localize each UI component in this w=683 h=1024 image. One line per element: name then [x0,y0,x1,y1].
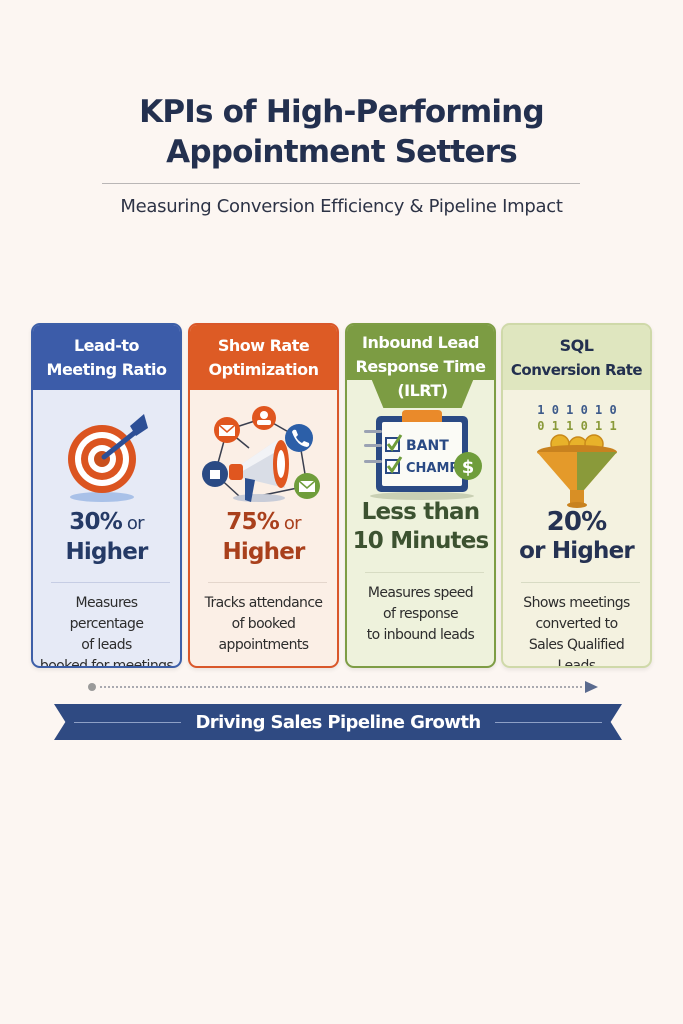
card-header: Inbound Lead Response Time [347,325,494,380]
card-title-line-2: Response Time [355,357,486,376]
card-title-line-2: Optimization [208,359,319,379]
svg-text:CHAMP: CHAMP [406,461,459,476]
desc-line: Tracks attendance [204,595,323,611]
funnel-coins-icon: 1 0 1 0 1 0 0 1 1 0 1 1 [536,403,617,508]
kpi-description: Measures percentage of leads booked for … [33,593,180,668]
banner-text: Driving Sales Pipeline Growth [195,711,481,733]
card-divider [521,582,640,583]
kpi-card-inbound-response-time: Inbound Lead Response Time (ILRT) BANT [345,323,496,668]
kpi-description: Shows meetings converted to Sales Qualif… [503,593,650,668]
value-line-2: 10 Minutes [352,528,490,554]
card-header: Show Rate Optimization [190,325,337,390]
card-header: Lead-to Meeting Ratio [33,325,180,390]
desc-line: converted to [535,616,618,632]
kpi-card-lead-to-meeting: Lead-to Meeting Ratio 30% or Hig [31,323,182,668]
subtitle: Measuring Conversion Efficiency & Pipeli… [120,196,563,217]
desc-line: Sales Qualified Leads [528,637,625,668]
value-line-1: Less than [361,499,481,525]
svg-text:0 1 1 0 1 1: 0 1 1 0 1 1 [537,419,616,433]
kpi-description: Measures speed of response to inbound le… [347,583,494,646]
desc-line: Measures speed [367,585,474,601]
megaphone-network-icon [201,406,320,502]
desc-line: Shows meetings [523,595,630,611]
value-line-2: or Higher [519,538,635,564]
desc-line: booked for meetings [39,658,174,668]
banner-rule-right [494,721,603,723]
kpi-cards: Lead-to Meeting Ratio 30% or Hig [31,323,653,669]
value-suffix: or [278,513,302,534]
kpi-value: 75% or Higher [190,508,337,567]
banner-rule-left [74,721,182,723]
page-title: KPIs of High-Performing Appointment Sett… [0,92,683,172]
kpi-value: Less than 10 Minutes [347,498,494,556]
svg-text:BANT: BANT [406,438,449,454]
card-divider [365,572,484,573]
card-title-line-1: SQL [559,335,594,355]
title-line-1: KPIs of High-Performing [139,94,544,130]
clipboard-checklist-icon: BANT CHAMP $ [363,410,482,500]
desc-line: appointments [218,637,309,653]
value-line-2: Higher [222,539,305,565]
card-divider [51,582,170,583]
kpi-description: Tracks attendance of booked appointments [190,593,337,656]
card-title-line-2: Meeting Ratio [46,359,167,379]
card-divider [208,582,327,583]
desc-line: of booked [231,616,296,632]
timeline-dotted-line [100,686,582,688]
title-line-2: Appointment Setters [166,134,518,170]
desc-line: to inbound leads [366,627,475,643]
card-title-tab: (ILRT) [371,378,474,408]
desc-line: Measures percentage [69,595,144,632]
value-number: 30% [69,509,122,535]
card-header: SQL Conversion Rate [503,325,650,390]
kpi-value: 20% or Higher [503,508,650,566]
card-title-line-1: Lead-to [73,335,140,355]
arrow-right-icon [585,681,598,693]
value-number: 75% [226,509,279,535]
desc-line: of response [383,606,459,622]
svg-text:$: $ [461,457,474,478]
value-suffix: or [121,513,145,534]
card-title-line-1: Show Rate [217,335,310,355]
target-with-dart-icon [67,414,148,502]
svg-text:1 0 1 0 1 0: 1 0 1 0 1 0 [537,403,616,417]
kpi-card-sql-conversion: SQL Conversion Rate 1 0 1 0 1 0 0 1 1 0 … [501,323,652,668]
footer-ribbon-banner: Driving Sales Pipeline Growth [54,704,622,740]
card-title-line-1: Inbound Lead [362,333,479,352]
timeline-start-dot [88,683,96,691]
kpi-value: 30% or Higher [33,508,180,567]
progress-timeline [88,681,600,695]
card-title-line-2: Conversion Rate [510,360,643,379]
desc-line: of leads [81,637,132,653]
title-divider [102,183,580,184]
value-line-1: 20% [546,507,608,537]
value-line-2: Higher [65,539,148,565]
kpi-card-show-rate: Show Rate Optimization [188,323,339,668]
